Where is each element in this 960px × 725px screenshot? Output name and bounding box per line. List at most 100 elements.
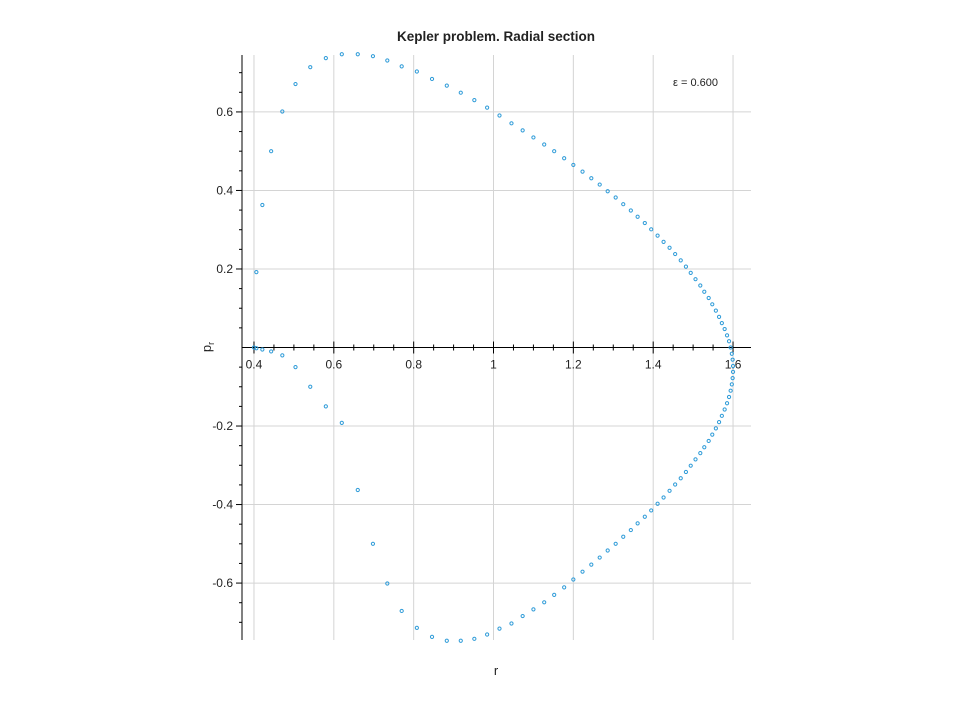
- x-tick-label-2: 0.8: [405, 358, 422, 372]
- data-point-0-112: [293, 365, 298, 370]
- data-point-0-4: [280, 109, 285, 114]
- data-point-0-56: [729, 351, 734, 356]
- data-point-0-14: [429, 76, 435, 82]
- data-point-0-86: [613, 541, 618, 546]
- data-point-0-3: [269, 149, 274, 154]
- data-point-0-41: [678, 258, 683, 263]
- data-point-0-99: [485, 632, 490, 637]
- data-point-0-27: [580, 169, 585, 174]
- data-point-0-88: [597, 555, 602, 560]
- x-tick-label-1: 0.6: [325, 358, 342, 372]
- data-point-0-10: [370, 54, 376, 59]
- y-tick-label-1: 0.4: [216, 183, 233, 197]
- x-tick-label-5: 1.4: [645, 358, 662, 372]
- data-point-0-107: [370, 541, 376, 546]
- data-point-0-43: [688, 270, 693, 276]
- data-point-0-74: [688, 463, 693, 468]
- data-point-0-42: [683, 264, 689, 269]
- data-point-0-105: [399, 608, 404, 614]
- data-point-0-114: [269, 349, 274, 354]
- data-point-0-46: [702, 289, 707, 294]
- data-point-0-85: [621, 534, 626, 539]
- y-tick-label-4: -0.4: [212, 498, 233, 512]
- data-point-0-66: [719, 413, 724, 418]
- data-point-0-62: [728, 388, 733, 393]
- data-point-0-108: [355, 487, 360, 493]
- y-tick-label-5: -0.6: [212, 576, 233, 590]
- data-point-0-8: [339, 52, 344, 57]
- data-point-0-2: [260, 202, 265, 208]
- data-point-0-17: [472, 98, 477, 103]
- data-point-0-13: [414, 69, 419, 74]
- y-axis-label: pr: [199, 342, 216, 352]
- data-point-0-6: [308, 65, 313, 70]
- data-point-0-34: [635, 214, 640, 219]
- svg-text:pr: pr: [199, 342, 216, 352]
- data-point-0-91: [571, 577, 576, 582]
- data-point-0-52: [722, 326, 727, 332]
- data-point-0-82: [642, 514, 647, 519]
- data-point-0-44: [693, 277, 698, 282]
- data-point-0-75: [683, 469, 689, 475]
- data-point-0-93: [552, 592, 557, 597]
- data-point-0-113: [280, 353, 285, 358]
- data-point-0-84: [628, 527, 633, 533]
- data-point-0-33: [628, 208, 633, 213]
- data-point-0-73: [693, 457, 698, 462]
- data-point-0-54: [726, 339, 732, 344]
- data-point-0-12: [399, 64, 404, 69]
- data-point-0-23: [542, 142, 547, 147]
- data-point-0-24: [552, 149, 557, 154]
- data-point-0-87: [605, 548, 610, 553]
- data-point-0-31: [613, 195, 618, 200]
- data-point-0-11: [385, 58, 390, 63]
- data-point-0-26: [571, 162, 576, 168]
- data-point-0-69: [710, 432, 715, 437]
- data-point-0-53: [724, 333, 730, 338]
- data-point-0-109: [339, 420, 344, 425]
- data-point-0-110: [323, 404, 328, 409]
- data-point-0-20: [509, 121, 514, 126]
- data-point-0-80: [655, 501, 660, 506]
- data-point-0-61: [729, 382, 734, 387]
- data-point-0-57: [730, 357, 735, 362]
- y-tick-label-0: 0.6: [216, 105, 233, 119]
- data-point-0-83: [635, 521, 640, 526]
- data-point-0-64: [724, 401, 730, 406]
- data-point-0-106: [385, 581, 390, 586]
- data-point-0-5: [293, 81, 298, 87]
- data-point-0-95: [531, 607, 536, 612]
- x-tick-label-3: 1: [490, 358, 497, 372]
- data-point-0-48: [710, 302, 715, 307]
- data-point-0-76: [678, 476, 683, 481]
- data-point-0-0: [251, 345, 257, 350]
- data-point-0-1: [254, 270, 259, 275]
- chart-title: Kepler problem. Radial section: [397, 29, 595, 44]
- data-point-0-68: [713, 426, 718, 431]
- data-point-0-104: [414, 625, 419, 630]
- data-point-0-102: [444, 638, 449, 643]
- data-point-0-67: [716, 419, 722, 425]
- data-point-0-60: [730, 376, 735, 381]
- data-point-0-40: [673, 251, 678, 257]
- data-point-0-81: [649, 508, 654, 513]
- data-point-0-22: [531, 135, 536, 140]
- data-point-0-36: [649, 227, 654, 232]
- data-point-0-115: [260, 347, 265, 352]
- x-axis-label: r: [494, 663, 499, 678]
- data-point-0-89: [589, 562, 594, 567]
- data-point-0-50: [716, 314, 722, 319]
- data-point-0-58: [730, 363, 736, 369]
- x-tick-label-4: 1.2: [565, 358, 582, 372]
- data-point-0-25: [562, 156, 567, 161]
- data-point-0-78: [667, 488, 672, 493]
- data-point-0-111: [308, 384, 313, 389]
- data-point-0-28: [589, 176, 594, 181]
- data-point-0-19: [497, 113, 502, 118]
- data-point-0-37: [655, 233, 660, 238]
- tick-marks: [236, 72, 734, 623]
- data-point-0-92: [562, 585, 567, 590]
- data-point-0-77: [673, 482, 678, 487]
- data-point-0-39: [667, 245, 672, 250]
